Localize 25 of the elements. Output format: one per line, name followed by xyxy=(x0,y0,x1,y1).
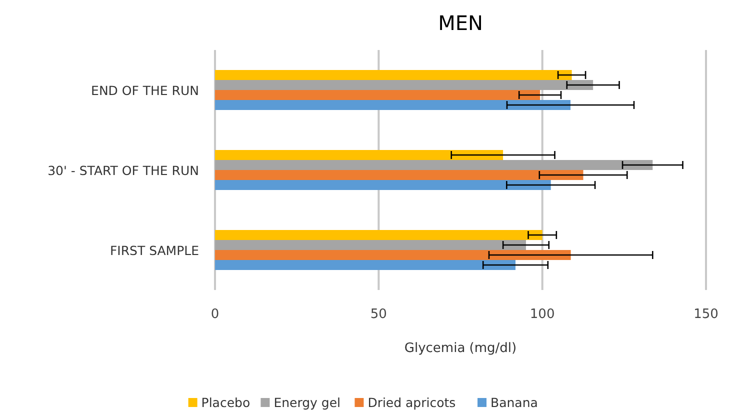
bar xyxy=(215,90,540,100)
bar xyxy=(215,160,653,170)
bar xyxy=(215,180,551,190)
bar xyxy=(215,80,594,90)
x-tick-label: 150 xyxy=(694,307,718,322)
y-tick-label: FIRST SAMPLE xyxy=(110,243,200,258)
chart-title: MEN xyxy=(438,11,483,35)
bar xyxy=(215,250,571,260)
bar xyxy=(215,170,584,180)
x-tick-label: 100 xyxy=(530,307,555,322)
bar xyxy=(215,230,542,240)
x-tick-label: 0 xyxy=(210,307,220,322)
y-tick-label: 30' - START OF THE RUN xyxy=(48,163,199,178)
legend-label: Dried apricots xyxy=(368,395,456,410)
bar xyxy=(215,70,572,80)
x-tick-label: 50 xyxy=(370,307,387,322)
bar xyxy=(215,240,526,250)
legend-label: Banana xyxy=(490,395,538,410)
bar xyxy=(215,260,516,270)
y-tick-label: END OF THE RUN xyxy=(91,83,199,98)
bar xyxy=(215,150,504,160)
legend-label: Energy gel xyxy=(274,395,341,410)
x-axis-title: Glycemia (mg/dl) xyxy=(404,341,517,356)
legend-label: Placebo xyxy=(201,395,250,410)
bar xyxy=(215,100,570,110)
